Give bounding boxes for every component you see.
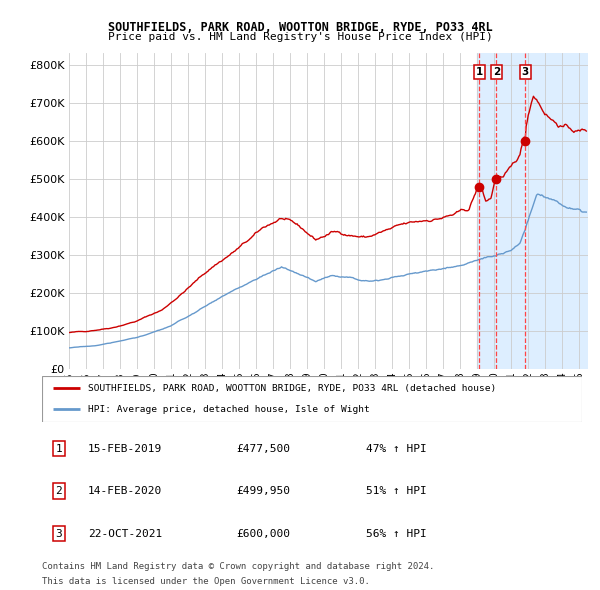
Text: 2: 2 [493, 67, 500, 77]
Text: This data is licensed under the Open Government Licence v3.0.: This data is licensed under the Open Gov… [42, 577, 370, 586]
Text: 2: 2 [56, 486, 62, 496]
Text: SOUTHFIELDS, PARK ROAD, WOOTTON BRIDGE, RYDE, PO33 4RL: SOUTHFIELDS, PARK ROAD, WOOTTON BRIDGE, … [107, 21, 493, 34]
Text: 51% ↑ HPI: 51% ↑ HPI [366, 486, 427, 496]
Text: Price paid vs. HM Land Registry's House Price Index (HPI): Price paid vs. HM Land Registry's House … [107, 32, 493, 42]
Text: £477,500: £477,500 [236, 444, 290, 454]
Text: 56% ↑ HPI: 56% ↑ HPI [366, 529, 427, 539]
Text: 22-OCT-2021: 22-OCT-2021 [88, 529, 162, 539]
Text: £499,950: £499,950 [236, 486, 290, 496]
Text: 1: 1 [476, 67, 483, 77]
Text: 1: 1 [56, 444, 62, 454]
Text: £600,000: £600,000 [236, 529, 290, 539]
Bar [478, 53, 600, 369]
Text: 3: 3 [521, 67, 529, 77]
Text: HPI: Average price, detached house, Isle of Wight: HPI: Average price, detached house, Isle… [88, 405, 370, 414]
Text: 47% ↑ HPI: 47% ↑ HPI [366, 444, 427, 454]
Text: 3: 3 [56, 529, 62, 539]
Text: Contains HM Land Registry data © Crown copyright and database right 2024.: Contains HM Land Registry data © Crown c… [42, 562, 434, 571]
Text: SOUTHFIELDS, PARK ROAD, WOOTTON BRIDGE, RYDE, PO33 4RL (detached house): SOUTHFIELDS, PARK ROAD, WOOTTON BRIDGE, … [88, 384, 496, 393]
Text: 14-FEB-2020: 14-FEB-2020 [88, 486, 162, 496]
Text: 15-FEB-2019: 15-FEB-2019 [88, 444, 162, 454]
